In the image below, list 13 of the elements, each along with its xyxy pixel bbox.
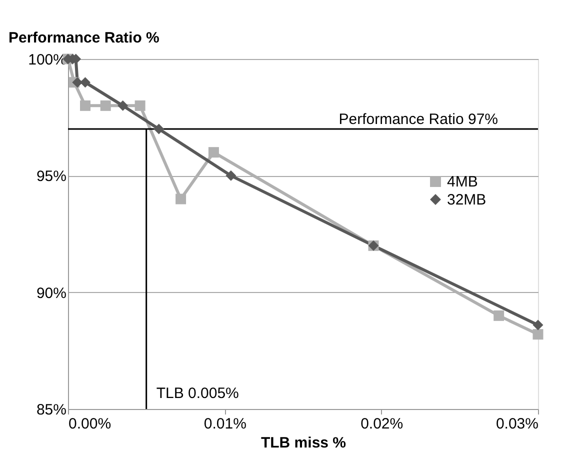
legend-label: 32MB <box>447 192 486 208</box>
y-tick-label: 95% <box>36 168 66 186</box>
legend-label: 4MB <box>447 174 478 190</box>
y-axis-title: Performance Ratio % <box>8 30 160 46</box>
ref-line-label: Performance Ratio 97% <box>338 111 498 128</box>
x-axis-title: TLB miss % <box>260 434 346 452</box>
ref-line-label: TLB 0.005% <box>156 385 239 402</box>
x-tick-label: 0.02% <box>360 416 404 432</box>
x-tick-label: 0.01% <box>204 416 246 432</box>
x-tick-label: 0.03% <box>496 416 538 432</box>
y-tick-label: 90% <box>36 284 66 302</box>
y-tick-label: 85% <box>36 402 66 418</box>
x-tick-label: 0.00% <box>68 416 112 432</box>
